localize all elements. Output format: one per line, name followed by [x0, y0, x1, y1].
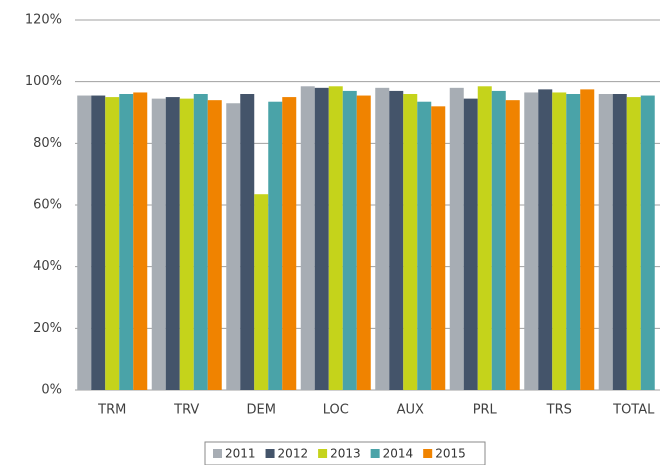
bar [314, 87, 329, 390]
bar [300, 86, 315, 391]
bar [463, 98, 478, 390]
x-tick-label: TRS [546, 403, 572, 418]
legend-label: 2012 [278, 447, 309, 461]
bar [356, 95, 371, 391]
bar [431, 106, 446, 390]
legend: 2011 2012 2013 2014 2015 [213, 447, 466, 461]
bar [105, 97, 120, 390]
bar [375, 87, 390, 390]
x-tick-label: LOC [323, 403, 349, 418]
y-tick-label: 80% [33, 136, 62, 151]
y-tick-label: 120% [25, 13, 62, 28]
legend-swatch [265, 449, 275, 458]
bar [133, 92, 148, 390]
bar [524, 92, 539, 390]
bar [240, 94, 255, 390]
bar [477, 86, 492, 391]
bar [566, 94, 581, 390]
bar [626, 97, 641, 390]
bar [179, 98, 194, 390]
bar [226, 103, 241, 390]
x-tick-label: TRM [97, 403, 126, 418]
legend-label: 2014 [383, 447, 414, 461]
bar [449, 87, 464, 390]
y-tick-label: 60% [33, 198, 62, 213]
legend-label: 2013 [330, 447, 361, 461]
bar [207, 100, 222, 391]
legend-swatch [423, 449, 433, 458]
bar [91, 95, 106, 391]
bar [417, 101, 432, 390]
bar [538, 89, 553, 390]
legend-swatch [370, 449, 380, 458]
bar [151, 98, 166, 390]
y-tick-label: 40% [33, 259, 62, 274]
x-tick-label: TOTAL [612, 403, 655, 418]
bar [328, 86, 343, 391]
bar [77, 95, 92, 391]
y-tick-label: 20% [33, 321, 62, 336]
legend-label: 2015 [435, 447, 466, 461]
bar [165, 97, 180, 390]
bar [403, 94, 418, 390]
bar [282, 97, 297, 390]
y-tick-label: 0% [41, 383, 62, 398]
bar [505, 100, 520, 391]
bar [580, 89, 595, 390]
legend-label: 2011 [225, 447, 256, 461]
x-tick-label: DEM [247, 403, 276, 418]
bar [254, 194, 269, 390]
x-tick-label: TRV [173, 403, 199, 418]
y-tick-label: 100% [25, 74, 62, 89]
x-tick-label: PRL [473, 403, 498, 418]
x-tick-label: AUX [397, 403, 424, 418]
bar [119, 94, 134, 390]
bar [640, 95, 655, 391]
bar [612, 94, 627, 390]
bar [342, 90, 357, 391]
legend-swatch [213, 449, 222, 458]
bar [389, 90, 404, 391]
bar [598, 94, 613, 390]
bar [268, 101, 283, 390]
bar [193, 94, 208, 390]
bar [552, 92, 567, 390]
legend-swatch [318, 449, 328, 458]
bar [491, 90, 506, 391]
legend-box [204, 441, 486, 465]
